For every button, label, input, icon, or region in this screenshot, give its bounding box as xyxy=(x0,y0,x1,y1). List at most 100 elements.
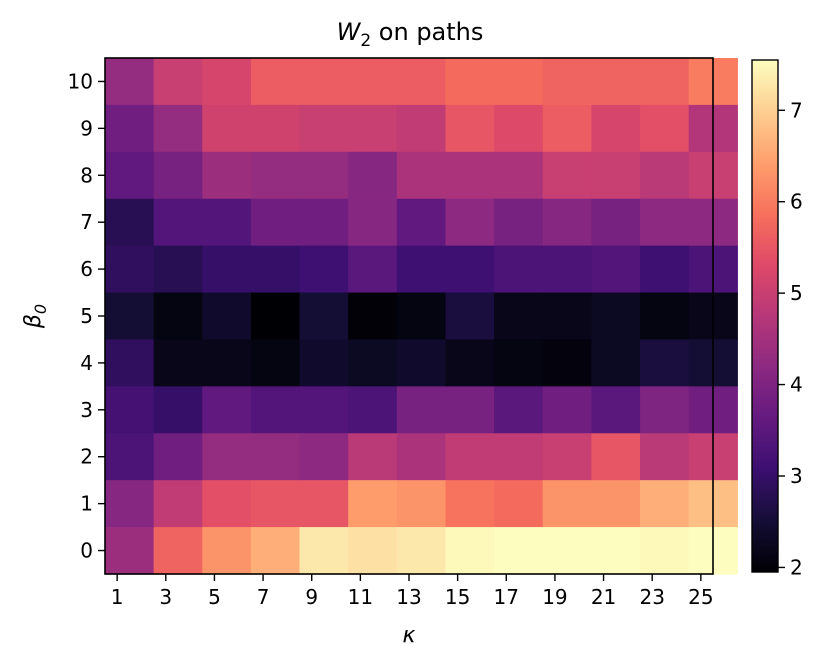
heatmap-cell xyxy=(494,339,544,387)
heatmap-cell xyxy=(202,104,252,153)
heatmap-cell xyxy=(105,339,155,387)
heatmap-cell xyxy=(494,104,544,153)
heatmap-cell xyxy=(299,58,349,106)
heatmap-cell xyxy=(105,433,155,481)
heatmap-cell xyxy=(250,339,301,387)
x-tick-label: 23 xyxy=(639,585,664,609)
heatmap-cell xyxy=(348,104,398,153)
heatmap-cell xyxy=(445,198,495,247)
heatmap-cell xyxy=(445,480,495,528)
heatmap-cell xyxy=(591,339,641,387)
heatmap-cell xyxy=(396,386,447,434)
y-tick-label: 5 xyxy=(80,304,93,328)
heatmap-cell xyxy=(105,480,155,528)
heatmap-cell xyxy=(494,58,544,106)
heatmap-cell xyxy=(640,245,690,294)
heatmap-cell xyxy=(591,386,641,434)
heatmap-cell xyxy=(105,198,155,247)
heatmap-cell xyxy=(250,386,301,434)
heatmap-cell xyxy=(348,433,398,481)
heatmap-cell xyxy=(299,292,349,341)
y-axis-label: β0 xyxy=(21,304,50,329)
heatmap-cell xyxy=(542,386,592,434)
x-axis-label: κ xyxy=(403,623,416,648)
heatmap-cell xyxy=(542,292,592,341)
heatmap-cell xyxy=(202,58,252,106)
heatmap-cell xyxy=(640,151,690,200)
y-tick-label: 7 xyxy=(80,210,93,234)
heatmap-cell xyxy=(396,245,447,294)
x-tick-label: 25 xyxy=(688,585,713,609)
heatmap-cell xyxy=(542,151,592,200)
heatmap-cell xyxy=(250,292,301,341)
heatmap-cell xyxy=(105,58,155,106)
heatmap-cell xyxy=(348,480,398,528)
heatmap-cell xyxy=(250,527,301,575)
heatmap-cell xyxy=(348,292,398,341)
x-tick-label: 13 xyxy=(396,585,421,609)
colorbar-tick-label: 3 xyxy=(790,464,803,488)
heatmap-cell xyxy=(494,151,544,200)
heatmap-cell xyxy=(542,198,592,247)
heatmap-cell xyxy=(494,480,544,528)
heatmap-cell xyxy=(396,527,447,575)
heatmap-cell xyxy=(202,527,252,575)
heatmap-cell xyxy=(153,58,203,106)
colorbar-axis: 2 3 4 5 6 7 xyxy=(778,98,803,579)
heatmap-cell xyxy=(153,104,203,153)
heatmap-cell xyxy=(640,58,690,106)
heatmap-cell xyxy=(591,198,641,247)
heatmap-cell xyxy=(494,386,544,434)
heatmap-cell xyxy=(542,527,592,575)
heatmap-cell xyxy=(396,292,447,341)
heatmap-cell xyxy=(396,58,447,106)
chart-title-main: W xyxy=(337,18,362,46)
heatmap-cell xyxy=(299,480,349,528)
heatmap-cell xyxy=(494,433,544,481)
x-tick-label: 5 xyxy=(208,585,221,609)
colorbar xyxy=(751,59,779,573)
chart-title-subscript: 2 xyxy=(360,31,371,51)
y-tick-label: 6 xyxy=(80,257,93,281)
y-axis-label-subscript: 0 xyxy=(31,304,50,314)
y-tick-label: 8 xyxy=(80,163,93,187)
heatmap-cell xyxy=(542,58,592,106)
heatmap-cell xyxy=(640,386,690,434)
heatmap-cell xyxy=(202,292,252,341)
x-tick-label: 1 xyxy=(111,585,124,609)
heatmap-cell xyxy=(299,339,349,387)
heatmap-cell xyxy=(299,104,349,153)
heatmap-cell xyxy=(299,386,349,434)
heatmap-cell xyxy=(153,433,203,481)
heatmap-cell xyxy=(202,198,252,247)
heatmap-cell xyxy=(202,433,252,481)
heatmap-cell xyxy=(445,151,495,200)
y-axis-label-main: β xyxy=(21,314,46,329)
heatmap-cell xyxy=(396,151,447,200)
x-tick-label: 9 xyxy=(305,585,318,609)
heatmap-cell xyxy=(542,104,592,153)
heatmap-cell xyxy=(202,386,252,434)
heatmap-cell xyxy=(250,104,301,153)
heatmap-cell xyxy=(348,339,398,387)
heatmap-cell xyxy=(105,386,155,434)
heatmap-cell xyxy=(105,527,155,575)
heatmap-cell xyxy=(250,433,301,481)
heatmap-cell xyxy=(445,433,495,481)
heatmap-cell xyxy=(396,104,447,153)
y-tick-label: 1 xyxy=(80,492,93,516)
chart-title-rest: on paths xyxy=(371,18,483,46)
heatmap-cell xyxy=(591,292,641,341)
heatmap-cell xyxy=(153,198,203,247)
x-tick-label: 19 xyxy=(542,585,567,609)
heatmap-cell xyxy=(396,480,447,528)
heatmap-cell xyxy=(591,527,641,575)
heatmap-cell xyxy=(640,480,690,528)
heatmap-cell xyxy=(348,245,398,294)
colorbar-tick-label: 6 xyxy=(790,190,803,214)
heatmap-cell xyxy=(640,339,690,387)
heatmap-cell xyxy=(542,245,592,294)
heatmap-cell xyxy=(445,245,495,294)
heatmap-cell xyxy=(153,339,203,387)
heatmap-cell xyxy=(105,245,155,294)
